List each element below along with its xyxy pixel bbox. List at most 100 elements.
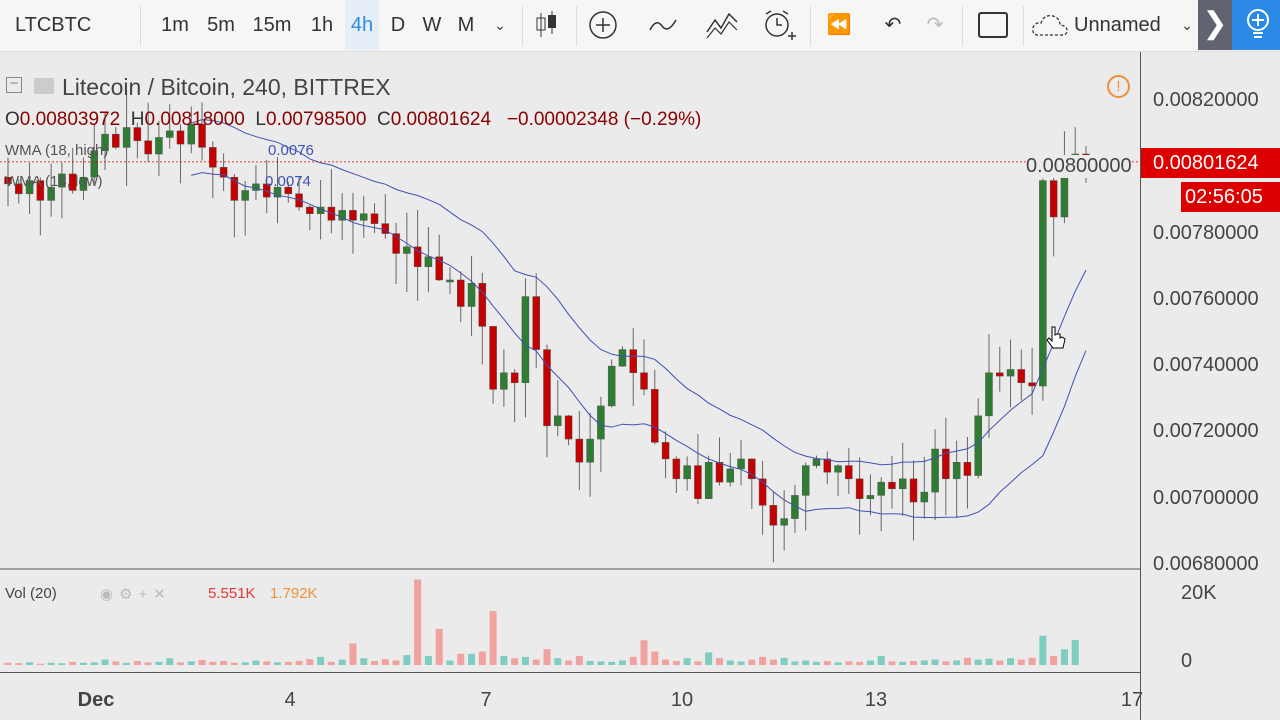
chart-pane[interactable]: − Litecoin / Bitcoin, 240, BITTREX O0.00… <box>0 52 1140 670</box>
candle-down <box>748 458 756 480</box>
wma-high-label[interactable]: WMA (18, high) <box>5 142 109 159</box>
candle-up <box>607 365 616 407</box>
volume-bar <box>543 649 551 665</box>
fullscreen-icon[interactable] <box>978 12 1008 38</box>
chart-title[interactable]: Litecoin / Bitcoin, 240, BITTREX <box>62 74 391 100</box>
candle-down <box>478 283 487 327</box>
volume-bar <box>877 656 885 665</box>
volume-bar <box>802 660 810 665</box>
volume-bar <box>26 662 34 665</box>
redo-icon[interactable]: ↷ <box>926 14 944 36</box>
price-label: 0.00760000 <box>1153 287 1259 310</box>
volume-bar <box>392 660 400 665</box>
candle-up <box>467 283 476 307</box>
candle-up <box>737 458 745 470</box>
candle-up <box>165 130 174 138</box>
wma-high-line <box>191 119 1087 466</box>
volume-bar <box>705 652 713 665</box>
candle-down <box>381 223 390 234</box>
volume-label[interactable]: Vol (20) <box>5 585 57 602</box>
volume-bar <box>338 659 346 665</box>
volume-bar <box>1028 657 1036 665</box>
warning-icon[interactable]: ! <box>1107 75 1130 98</box>
replay-icon[interactable]: ⏪ <box>826 14 852 36</box>
interval-15m[interactable]: 15m <box>252 14 292 36</box>
wma-low-label[interactable]: WMA (18, low) <box>5 173 103 190</box>
price-axis[interactable]: 0.00820000 0.00780000 0.00760000 0.00740000… <box>1140 52 1280 720</box>
candle-up <box>25 180 34 195</box>
interval-4h[interactable]: 4h <box>345 0 379 50</box>
candle-down <box>661 442 670 460</box>
volume-bar <box>90 662 98 665</box>
interval-1h[interactable]: 1h <box>310 14 334 36</box>
candle-down <box>855 478 864 499</box>
candle-up <box>521 296 530 383</box>
candle-up <box>726 468 735 483</box>
candle-up <box>618 349 627 367</box>
candle-down <box>144 140 152 155</box>
interval-w[interactable]: W <box>422 14 442 36</box>
candle-down <box>532 296 540 350</box>
candle-up <box>122 127 131 148</box>
candle-up <box>79 176 88 191</box>
layout-name[interactable]: Unnamed <box>1074 14 1161 36</box>
volume-bar <box>468 653 476 665</box>
candle-up <box>586 438 594 463</box>
volume-bar <box>500 656 508 665</box>
volume-bar <box>15 663 23 665</box>
candle-down <box>15 183 23 195</box>
candle-up <box>704 462 713 499</box>
candle-down <box>306 206 314 214</box>
wma-low-value: 0.0074 <box>265 173 311 190</box>
wma-high-value: 0.0076 <box>268 142 314 159</box>
candle-down <box>370 213 379 224</box>
volume-bar <box>327 661 335 665</box>
candles-icon[interactable] <box>534 10 558 40</box>
indicators-icon[interactable] <box>705 8 739 42</box>
candle-up <box>683 465 691 480</box>
interval-1m[interactable]: 1m <box>161 14 189 36</box>
candle-down <box>435 256 443 281</box>
volume-bar <box>963 657 971 665</box>
volume-bar <box>371 660 379 665</box>
volume-bar <box>888 661 896 665</box>
volume-bar <box>112 661 120 665</box>
price-label: 0.00800000 <box>1026 155 1132 179</box>
collapse-icon[interactable]: − <box>6 76 22 93</box>
symbol-search[interactable]: LTCBTC <box>15 14 92 36</box>
price-chart[interactable] <box>0 52 1140 720</box>
time-axis[interactable]: Dec 4 7 10 13 17 <box>0 672 1144 720</box>
chevron-down-icon[interactable]: ⌄ <box>494 17 506 33</box>
volume-bar <box>101 659 109 665</box>
candle-down <box>349 210 357 221</box>
candle-up <box>920 491 929 503</box>
interval-d[interactable]: D <box>390 14 406 36</box>
interval-5m[interactable]: 5m <box>207 14 235 36</box>
candle-down <box>963 462 972 476</box>
add-indicator-icon[interactable] <box>588 10 618 40</box>
volume-bar <box>683 658 691 665</box>
interval-m[interactable]: M <box>457 14 475 36</box>
volume-bar <box>694 661 702 665</box>
candle-up <box>424 256 433 267</box>
time-label: 7 <box>480 689 492 711</box>
time-label: 17 <box>1120 689 1144 711</box>
candle-up <box>446 279 454 283</box>
candle-down <box>769 505 778 526</box>
volume-bar <box>274 662 281 665</box>
volume-bar <box>220 660 228 665</box>
volume-bar <box>1050 656 1058 665</box>
volume-bar <box>780 657 788 665</box>
candle-down <box>112 133 120 148</box>
chevron-right-icon[interactable]: ❯ <box>1198 0 1232 50</box>
volume-bar <box>47 662 55 665</box>
compare-icon[interactable] <box>648 10 678 40</box>
wma-low-line <box>191 172 1087 519</box>
volume-bar <box>144 662 152 665</box>
alert-icon[interactable] <box>762 8 796 42</box>
undo-icon[interactable]: ↶ <box>884 14 902 36</box>
volume-settings-icons[interactable]: ◉⚙+✕ <box>100 586 172 603</box>
candle-down <box>909 478 918 503</box>
chevron-down-icon[interactable]: ⌄ <box>1181 17 1193 33</box>
lightbulb-plus-icon[interactable] <box>1232 0 1280 50</box>
